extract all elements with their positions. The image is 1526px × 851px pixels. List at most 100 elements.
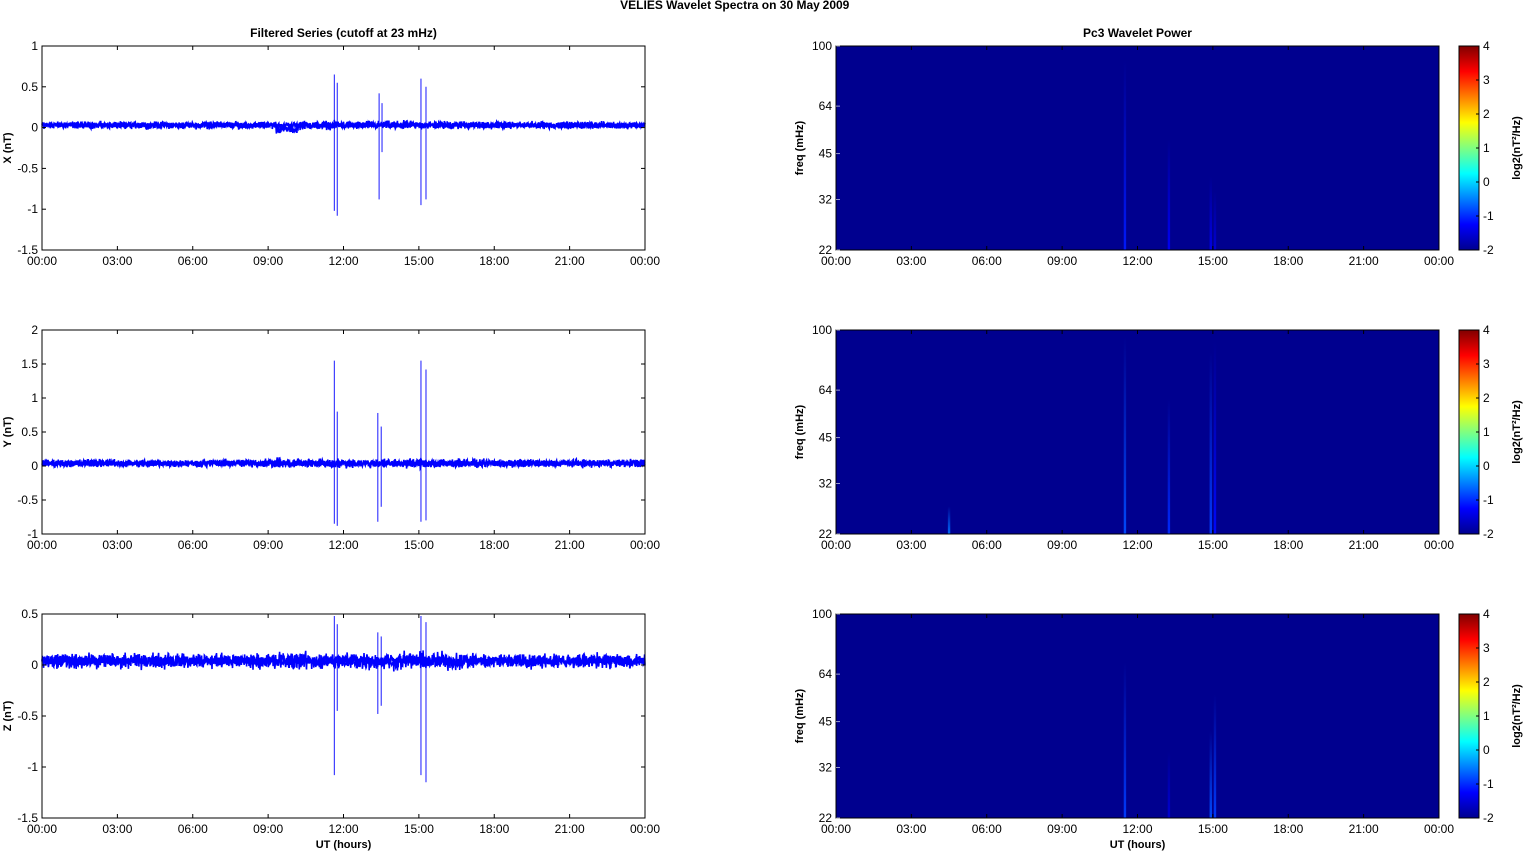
z-series-ytick-label: -0.5: [17, 709, 38, 723]
z-series-xtick-label: 00:00: [27, 822, 57, 836]
z-series-xlabel: UT (hours): [316, 839, 372, 851]
z-series-xtick-label: 06:00: [178, 822, 208, 836]
z-series-panel: 0.50-0.5-1-1.500:00 03:00 06:00 09:00 12:00 1…: [2, 607, 660, 851]
z-spectrum-ylabel: freq (mHz): [794, 688, 806, 743]
y-series-xtick-label: 06:00: [178, 538, 208, 552]
z-series-xtick-label: 09:00: [253, 822, 283, 836]
x-spectrum-xtick-label: 00:00: [821, 254, 851, 268]
x-spectrum-xtick-label: 15:00: [1198, 254, 1228, 268]
x-spectrum-streak: [1123, 60, 1127, 251]
x-spectrum-colorbar-tick-label: -2: [1483, 243, 1494, 257]
z-spectrum-xtick-label: 06:00: [972, 822, 1002, 836]
x-series-ytick-label: -1.5: [17, 243, 38, 257]
y-series-ytick-label: 1.5: [21, 357, 38, 371]
x-spectrum-colorbar-tick-label: 4: [1483, 39, 1490, 53]
y-spectrum-ytick-label: 32: [819, 477, 833, 491]
x-series-xtick-label: 00:00: [27, 254, 57, 268]
x-spectrum-xtick-label: 21:00: [1349, 254, 1379, 268]
y-spectrum-xtick-label: 12:00: [1122, 538, 1152, 552]
z-spectrum-xtick-label: 00:00: [821, 822, 851, 836]
x-series-xtick-label: 03:00: [102, 254, 132, 268]
y-spectrum-colorbar-tick-label: 1: [1483, 425, 1490, 439]
z-series-plot-area: [42, 614, 645, 818]
x-spectrum-ytick-label: 32: [819, 193, 833, 207]
z-spectrum-xtick-label: 15:00: [1198, 822, 1228, 836]
y-series-xtick-label: 09:00: [253, 538, 283, 552]
y-spectrum-colorbar-tick-label: -2: [1483, 527, 1494, 541]
z-series-ytick-label: 0: [31, 658, 38, 672]
panels: 10.50-0.5-1-1.500:00 03:00 06:00 09:00 12:00…: [2, 26, 1523, 851]
z-spectrum-ytick-label: 64: [819, 667, 833, 681]
x-spectrum-xtick-label: 12:00: [1122, 254, 1152, 268]
y-spectrum-ylabel: freq (mHz): [794, 404, 806, 459]
y-series-ytick-label: -1: [27, 527, 38, 541]
y-spectrum-streak: [1209, 351, 1212, 534]
x-series-ytick-label: -0.5: [17, 161, 38, 175]
figure-title: VELIES Wavelet Spectra on 30 May: [620, 0, 820, 12]
y-spectrum-streak: [1213, 341, 1217, 534]
x-spectrum-xtick-label: 09:00: [1047, 254, 1077, 268]
z-spectrum-ytick-label: 22: [819, 811, 833, 825]
x-series-ytick-label: -1: [27, 202, 38, 216]
z-spectrum-colorbar-tick-label: 1: [1483, 709, 1490, 723]
y-spectrum-colorbar: 4 3 2 1 0 -1 -2 log2(nT²/Hz): [1458, 323, 1523, 541]
y-series-xtick-label: 15:00: [404, 538, 434, 552]
x-spectrum-colorbar-tick-label: -1: [1483, 209, 1494, 223]
z-spectrum-colorbar-tick-label: -1: [1483, 777, 1494, 791]
z-spectrum-xtick-label: 00:00: [1424, 822, 1454, 836]
y-spectrum-xtick-label: 03:00: [896, 538, 926, 552]
z-series-trace-band: [41, 651, 646, 670]
y-spectrum-colorbar-tick-label: -1: [1483, 493, 1494, 507]
y-series-xtick-label: 12:00: [328, 538, 358, 552]
x-series-ytick-label: 1: [31, 39, 38, 53]
x-spectrum-streak: [1167, 139, 1171, 250]
z-series-ytick-label: -1.5: [17, 811, 38, 825]
x-spectrum-title: Pc3 Wavelet Power: [1083, 26, 1192, 40]
x-spectrum-xtick-label: 06:00: [972, 254, 1002, 268]
x-series-xtick-label: 21:00: [555, 254, 585, 268]
z-series-xtick-label: 12:00: [328, 822, 358, 836]
z-spectrum-ytick-label: 100: [812, 607, 832, 621]
y-spectrum-ytick-label: 64: [819, 383, 833, 397]
z-spectrum-colorbar-tick-label: 3: [1483, 641, 1490, 655]
figure-title-year: 2009: [823, 0, 850, 12]
x-series-xtick-label: 00:00: [630, 254, 660, 268]
y-spectrum-xtick-label: 06:00: [972, 538, 1002, 552]
x-spectrum-streak: [1213, 191, 1217, 250]
y-spectrum-colorbar-tick-label: 0: [1483, 459, 1490, 473]
x-spectrum-ytick-label: 64: [819, 99, 833, 113]
y-series-ytick-label: 1: [31, 391, 38, 405]
y-spectrum-colorbar-tick-label: 3: [1483, 357, 1490, 371]
x-series-panel: 10.50-0.5-1-1.500:00 03:00 06:00 09:00 12:00…: [2, 26, 660, 268]
y-spectrum-colorbar-tick-label: 2: [1483, 391, 1490, 405]
z-spectrum-colorbar: 4 3 2 1 0 -1 -2 log2(nT²/Hz): [1458, 607, 1523, 825]
z-spectrum-xtick-label: 03:00: [896, 822, 926, 836]
x-spectrum-plot-area: [836, 46, 1439, 250]
y-spectrum-xtick-label: 15:00: [1198, 538, 1228, 552]
x-spectrum-ytick-label: 22: [819, 243, 833, 257]
y-spectrum-plot-area: [836, 330, 1439, 534]
y-spectrum-ytick-label: 100: [812, 323, 832, 337]
x-series-xtick-label: 12:00: [328, 254, 358, 268]
z-spectrum-xtick-label: 21:00: [1349, 822, 1379, 836]
x-spectrum-ytick-label: 45: [819, 147, 833, 161]
x-spectrum-colorbar-tick-label: 1: [1483, 141, 1490, 155]
y-series-ylabel: Y (nT): [2, 416, 14, 447]
z-spectrum-colorbar-tick-label: 2: [1483, 675, 1490, 689]
x-spectrum-ylabel: freq (mHz): [794, 120, 806, 175]
y-series-xtick-label: 18:00: [479, 538, 509, 552]
x-spectrum-colorbar-tick-label: 0: [1483, 175, 1490, 189]
x-spectrum-colorbar-tick-label: 2: [1483, 107, 1490, 121]
x-series-xtick-label: 15:00: [404, 254, 434, 268]
x-series-xtick-label: 06:00: [178, 254, 208, 268]
x-spectrum-colorbar-tick-label: 3: [1483, 73, 1490, 87]
z-spectrum-xlabel: UT (hours): [1110, 839, 1166, 851]
y-spectrum-streak: [1167, 398, 1171, 534]
x-series-plot-area: [42, 46, 645, 250]
y-series-ytick-label: -0.5: [17, 493, 38, 507]
z-series-ytick-label: -1: [27, 760, 38, 774]
x-spectrum-xtick-label: 18:00: [1273, 254, 1303, 268]
